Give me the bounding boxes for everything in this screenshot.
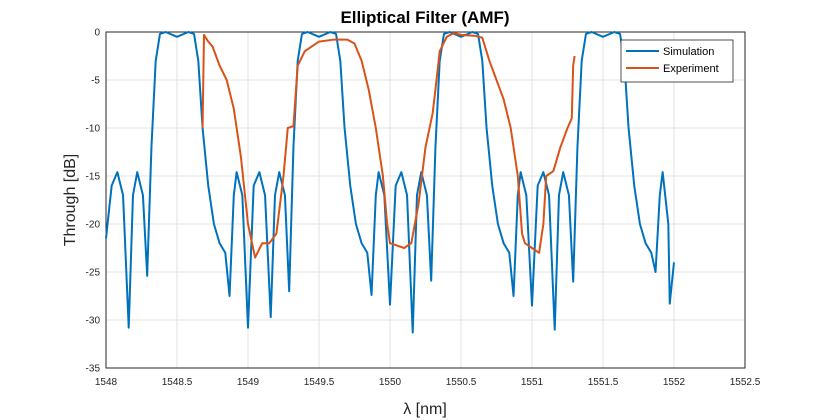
- x-tick-label: 1550: [379, 377, 402, 388]
- y-tick-label: -5: [91, 76, 100, 87]
- legend-box: [620, 39, 734, 83]
- y-tick-label: -30: [86, 316, 101, 327]
- y-tick-label: -15: [86, 172, 101, 183]
- y-axis-label: Through [dB]: [62, 154, 79, 247]
- x-tick-label: 1551: [521, 377, 544, 388]
- y-tick-label: -25: [86, 268, 101, 279]
- y-tick-label: -35: [86, 364, 101, 375]
- legend-label: Simulation: [663, 46, 714, 58]
- legend-label: Experiment: [663, 63, 719, 75]
- x-tick-label: 1551.5: [588, 377, 619, 388]
- series-line: [201, 31, 576, 259]
- x-tick-label: 1549: [237, 377, 260, 388]
- axes-box: [105, 31, 746, 369]
- y-tick-label: -20: [86, 220, 101, 231]
- x-tick-label: 1549.5: [304, 377, 335, 388]
- y-tick-label: -10: [86, 124, 101, 135]
- x-axis-label: λ [nm]: [403, 401, 447, 418]
- x-tick-label: 1552.5: [730, 377, 761, 388]
- plot-area: [106, 32, 745, 368]
- x-tick-label: 1548: [95, 377, 118, 388]
- x-tick-label: 1550.5: [446, 377, 477, 388]
- x-tick-label: 1552: [663, 377, 686, 388]
- x-tick-label: 1548.5: [162, 377, 193, 388]
- y-tick-label: 0: [94, 28, 100, 39]
- chart-title: Elliptical Filter (AMF): [340, 8, 509, 27]
